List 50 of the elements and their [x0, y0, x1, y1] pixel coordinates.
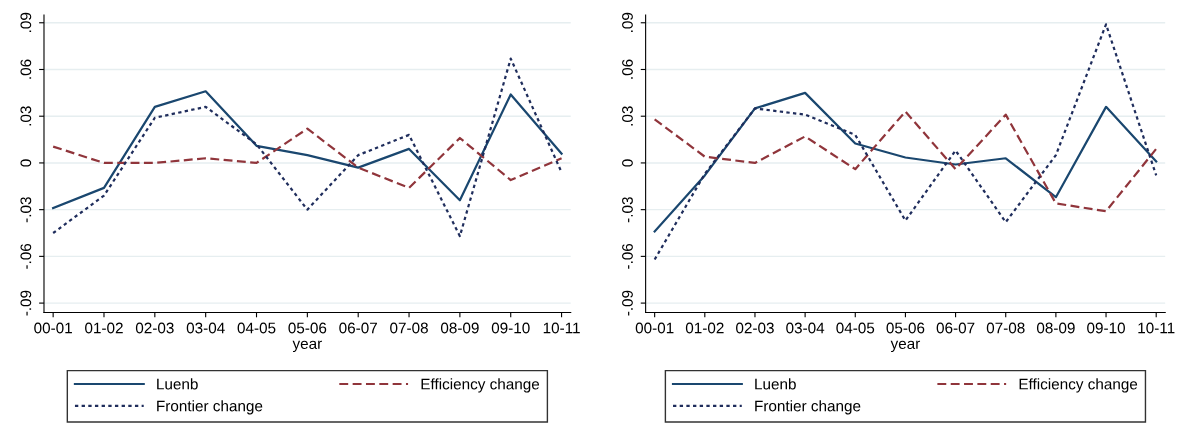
y-tick-label: .09: [20, 12, 32, 32]
x-tick-label: 01-02: [685, 322, 724, 334]
x-tick-label: 00-01: [34, 322, 72, 334]
y-tick-label: 0: [622, 159, 633, 167]
legend-label: Luenb: [157, 378, 198, 390]
legend-label: Frontier change: [755, 400, 861, 415]
legend-label: Efficiency change: [1019, 378, 1138, 393]
x-axis-title: year: [292, 340, 322, 353]
y-tick-label: -.09: [622, 290, 633, 316]
y-tick-label: -.06: [20, 243, 32, 269]
y-tick-label: .03: [622, 106, 633, 126]
x-tick-label: 08-09: [440, 322, 479, 334]
x-tick-label: 02-03: [135, 322, 174, 334]
x-tick-label: 10-11: [1138, 322, 1175, 334]
line-series: [653, 91, 1158, 233]
y-tick-label: -.03: [20, 197, 32, 223]
line-series: [653, 110, 1158, 213]
x-tick-label: 01-02: [85, 322, 123, 334]
x-tick-label: 07-08: [986, 322, 1025, 334]
x-tick-label: 03-04: [186, 322, 225, 334]
x-axis-title: year: [890, 340, 921, 353]
x-tick-label: 05-06: [886, 322, 925, 334]
legend-label: Efficiency change: [421, 378, 540, 393]
y-tick-label: -.03: [622, 197, 633, 223]
y-tick-label: .06: [20, 59, 32, 79]
y-tick-label: -.09: [20, 290, 32, 316]
x-tick-label: 09-10: [491, 322, 530, 334]
line-series: [52, 57, 563, 238]
x-tick-label: 00-01: [635, 322, 674, 334]
y-tick-label: .09: [622, 12, 633, 32]
x-tick-label: 04-05: [836, 322, 875, 334]
x-tick-label: 09-10: [1087, 322, 1125, 334]
x-tick-label: 03-04: [786, 322, 825, 334]
x-tick-label: 05-06: [288, 322, 327, 334]
y-tick-label: 0: [20, 159, 32, 167]
x-tick-label: 07-08: [390, 322, 428, 334]
x-tick-label: 02-03: [736, 322, 774, 334]
x-tick-label: 10-11: [543, 322, 580, 334]
x-tick-label: 04-05: [237, 322, 276, 334]
x-tick-label: 06-07: [339, 322, 377, 334]
legend-label: Luenb: [755, 378, 796, 390]
x-tick-label: 08-09: [1036, 322, 1075, 334]
line-series: [653, 23, 1158, 261]
y-tick-label: -.06: [622, 243, 633, 269]
legend-label: Frontier change: [157, 400, 263, 415]
y-tick-label: .06: [622, 59, 633, 79]
line-series: [52, 127, 563, 189]
x-tick-label: 06-07: [936, 322, 975, 334]
y-tick-label: .03: [20, 106, 32, 126]
line-series: [52, 90, 563, 210]
